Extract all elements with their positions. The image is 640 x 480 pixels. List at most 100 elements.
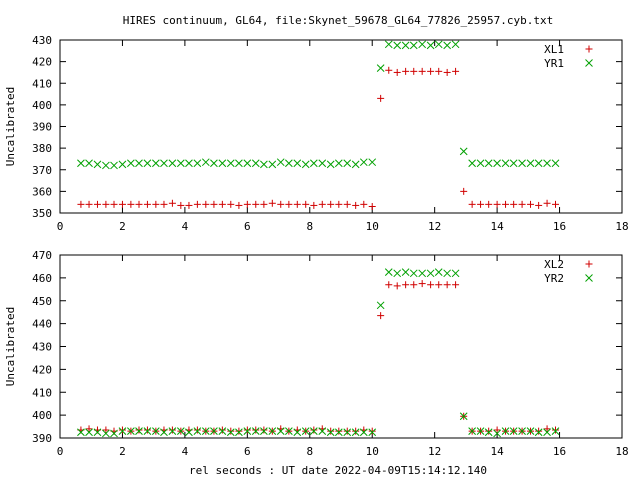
data-point [526,159,535,168]
data-point [451,269,460,278]
data-point [226,428,235,437]
data-point [343,200,351,208]
data-point [268,160,277,169]
data-point [376,64,385,72]
data-point [243,200,251,208]
data-point [226,159,235,168]
data-point [434,268,443,277]
x-tick-label: 18 [615,445,628,458]
data-point [401,41,410,50]
data-point [468,200,476,208]
data-point [210,200,218,208]
data-point [135,427,143,435]
series-YR2 [77,268,560,438]
data-point [93,428,102,437]
data-point [326,428,335,437]
data-point [551,426,559,434]
data-point [309,427,318,435]
data-point [393,269,402,278]
x-tick-label: 10 [366,220,379,233]
data-point [543,425,551,433]
data-point [218,200,226,208]
x-tick-label: 2 [119,220,126,233]
data-point [185,159,193,168]
y-tick-label: 400 [32,99,52,112]
data-point [535,201,543,209]
data-point [543,199,551,207]
data-point [102,429,110,438]
y-tick-label: 430 [32,34,52,47]
data-point [77,159,85,168]
y-tick-label: 410 [32,386,52,399]
data-point [435,281,443,289]
data-point [285,159,293,168]
y-tick-label: 420 [32,363,52,376]
data-point [376,301,385,310]
data-point [351,160,360,169]
data-point [426,269,435,278]
data-point [218,159,227,168]
data-point [210,159,218,168]
data-point [477,200,485,208]
data-point [185,428,193,437]
data-point [368,203,376,211]
data-point [193,426,201,434]
data-point [393,282,401,290]
data-point [143,426,151,434]
data-point [201,158,210,167]
data-point [268,199,276,207]
data-point [185,201,193,209]
data-point [484,428,493,437]
data-point [251,159,260,168]
data-point [135,426,143,434]
data-point [168,159,177,168]
data-point [393,68,401,76]
data-point [443,41,452,50]
legend-marker [585,260,593,268]
data-point [243,427,252,435]
data-point [543,428,551,437]
x-tick-label: 6 [244,445,251,458]
y-tick-label: 390 [32,121,52,134]
data-point [410,67,418,75]
data-point [518,159,526,168]
data-point [318,159,327,168]
data-point [235,427,243,435]
data-point [102,426,110,434]
data-point [293,159,302,168]
data-point [235,428,243,437]
data-point [127,200,135,208]
y-tick-label: 470 [32,249,52,262]
data-point [301,427,310,435]
data-point [160,159,168,168]
data-point [535,427,543,435]
y-axis-label: Uncalibrated [4,87,17,166]
data-point [235,159,243,168]
series-XL1 [77,66,559,211]
data-point [252,426,260,434]
data-point [243,159,252,168]
plot-frame [59,254,623,439]
data-point [443,269,452,278]
data-point [359,158,368,167]
data-point [543,159,551,168]
data-point [85,200,93,208]
y-tick-label: 380 [32,142,52,155]
data-point [168,199,176,207]
data-point [352,201,360,209]
data-point [452,67,460,75]
data-point [218,426,226,434]
legend-label: YR1 [544,57,564,70]
data-point [334,159,343,168]
data-point [102,161,110,170]
data-point [243,426,251,434]
data-point [135,159,143,168]
data-point [268,427,277,435]
data-point [360,200,368,208]
data-point [335,427,343,435]
data-point [168,427,177,435]
data-point [252,200,260,208]
data-point [309,159,318,168]
data-point [534,428,543,437]
data-point [334,428,343,437]
